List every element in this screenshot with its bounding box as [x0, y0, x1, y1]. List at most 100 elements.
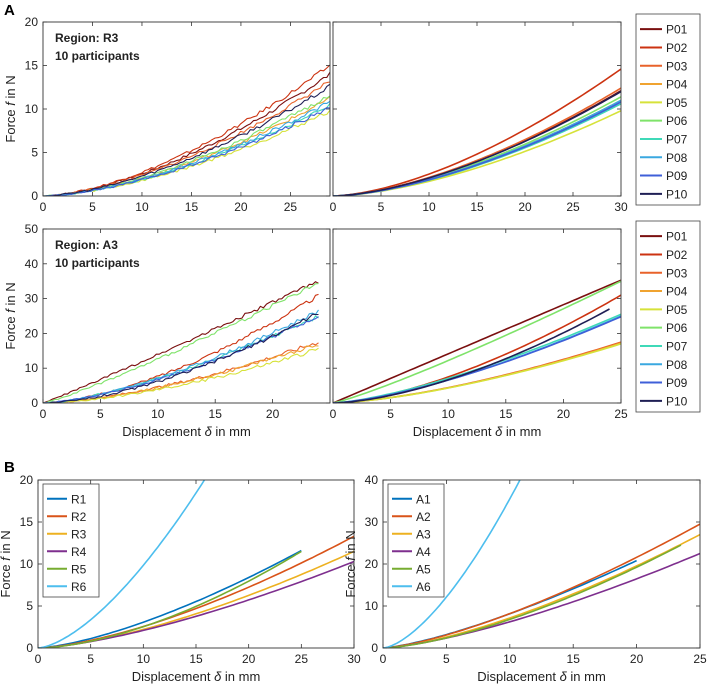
series-line-P03	[333, 341, 621, 403]
y-tick-label: 0	[31, 396, 38, 410]
legend-label: P01	[666, 23, 688, 37]
x-tick-label: 30	[614, 200, 628, 214]
legend-label: P05	[666, 303, 688, 317]
y-label-word: Force	[3, 106, 18, 143]
x-tick-label: 0	[40, 407, 47, 421]
series-line-A6	[383, 480, 521, 648]
y-tick-label: 30	[25, 292, 39, 306]
series-line-P05	[333, 343, 621, 403]
y-tick-label: 20	[365, 557, 379, 571]
y-label-word: Force	[0, 561, 13, 598]
legend-box	[387, 483, 445, 598]
series-line-P01	[43, 281, 319, 403]
x-tick-label: 5	[87, 652, 94, 666]
y-tick-label: 0	[31, 189, 38, 203]
legend-label: P10	[666, 187, 688, 201]
series-line-R1	[38, 549, 302, 648]
panel-annotation: Region: A3	[55, 238, 118, 252]
series-group	[333, 279, 621, 403]
legend-label: R2	[71, 510, 87, 524]
legend-label: A4	[416, 545, 431, 559]
chart-A-R3-model: 0 5 10 15 20 25 30 P01 P02 P03 P04 P05 P06 P07 P08 P09 P…	[330, 13, 701, 214]
legend-label: P03	[666, 59, 688, 73]
y-label-unit: in N	[3, 282, 18, 309]
x-tick-label: 15	[189, 652, 203, 666]
x-tick-label: 15	[470, 200, 484, 214]
legend-label: P09	[666, 169, 688, 183]
plot-frame	[332, 21, 622, 197]
x-tick-label: 20	[234, 200, 248, 214]
x-tick-label: 15	[567, 652, 581, 666]
chart-B-R: 0 5 10 15 20 25 30 0 5 10 15 20 Force f in N Displace…	[0, 473, 361, 684]
panel-annotation: 10 participants	[55, 49, 140, 63]
series-group	[383, 480, 700, 648]
series-group	[38, 480, 354, 648]
y-tick-label: 0	[371, 641, 378, 655]
series-line-P04	[333, 342, 621, 403]
series-line-P10	[333, 90, 621, 196]
x-label-word: Displacement	[122, 424, 204, 439]
x-tick-label: 25	[566, 200, 580, 214]
y-label-var: f	[3, 308, 18, 313]
y-axis-label: Force f in N	[3, 75, 18, 142]
series-line-P02	[333, 294, 621, 403]
y-tick-label: 15	[25, 59, 39, 73]
series-line-P10	[43, 83, 330, 196]
x-label-var: δ	[214, 669, 222, 684]
y-tick-label: 5	[26, 599, 33, 613]
y-tick-label: 20	[25, 326, 39, 340]
y-axis-label: Force f in N	[0, 530, 13, 597]
series-line-P01	[333, 279, 621, 403]
legend-box	[635, 220, 701, 413]
series-line-P04	[43, 96, 330, 196]
x-axis-label: Displacement δ in mm	[122, 424, 251, 439]
plot-frame	[42, 228, 331, 404]
series-line-A5	[383, 544, 682, 648]
x-tick-label: 10	[442, 407, 456, 421]
x-tick-label: 20	[557, 407, 571, 421]
legend-label: P02	[666, 41, 688, 55]
x-tick-label: 5	[443, 652, 450, 666]
legend-label: R4	[71, 545, 87, 559]
series-line-P08	[43, 100, 330, 196]
plot-frame	[332, 228, 622, 404]
y-label-unit: in N	[343, 530, 358, 557]
y-tick-label: 10	[25, 102, 39, 116]
y-label-var: f	[3, 101, 18, 106]
x-label-unit: in mm	[212, 424, 251, 439]
legend-label: P08	[666, 151, 688, 165]
panel-b-label: B	[4, 459, 15, 476]
x-axis-label: Displacement δ in mm	[132, 669, 261, 684]
series-line-P10	[333, 308, 610, 403]
legend-label: R1	[71, 492, 87, 506]
panel-annotation: Region: R3	[55, 31, 119, 45]
y-tick-label: 40	[25, 257, 39, 271]
series-line-P03	[43, 81, 330, 196]
series-line-P07	[333, 103, 621, 196]
series-line-P06	[333, 280, 621, 403]
y-tick-label: 50	[25, 222, 39, 236]
y-label-unit: in N	[3, 75, 18, 102]
series-line-P01	[43, 71, 330, 196]
x-label-unit: in mm	[502, 424, 541, 439]
x-tick-label: 5	[378, 200, 385, 214]
y-tick-label: 15	[20, 515, 34, 529]
legend-box	[42, 483, 100, 598]
x-tick-label: 25	[284, 200, 298, 214]
y-tick-label: 20	[20, 473, 34, 487]
series-line-P06	[333, 96, 621, 196]
x-tick-label: 0	[380, 652, 387, 666]
x-tick-label: 5	[89, 200, 96, 214]
legend-label: A1	[416, 492, 431, 506]
legend-label: P01	[666, 230, 688, 244]
series-line-P01	[333, 90, 621, 196]
legend-label: P06	[666, 114, 688, 128]
series-line-P09	[43, 107, 330, 196]
x-axis-label: Displacement δ in mm	[413, 424, 542, 439]
x-tick-label: 0	[40, 200, 47, 214]
x-tick-label: 20	[518, 200, 532, 214]
legend-label: P07	[666, 339, 688, 353]
legend-label: P03	[666, 266, 688, 280]
x-tick-label: 0	[330, 407, 337, 421]
